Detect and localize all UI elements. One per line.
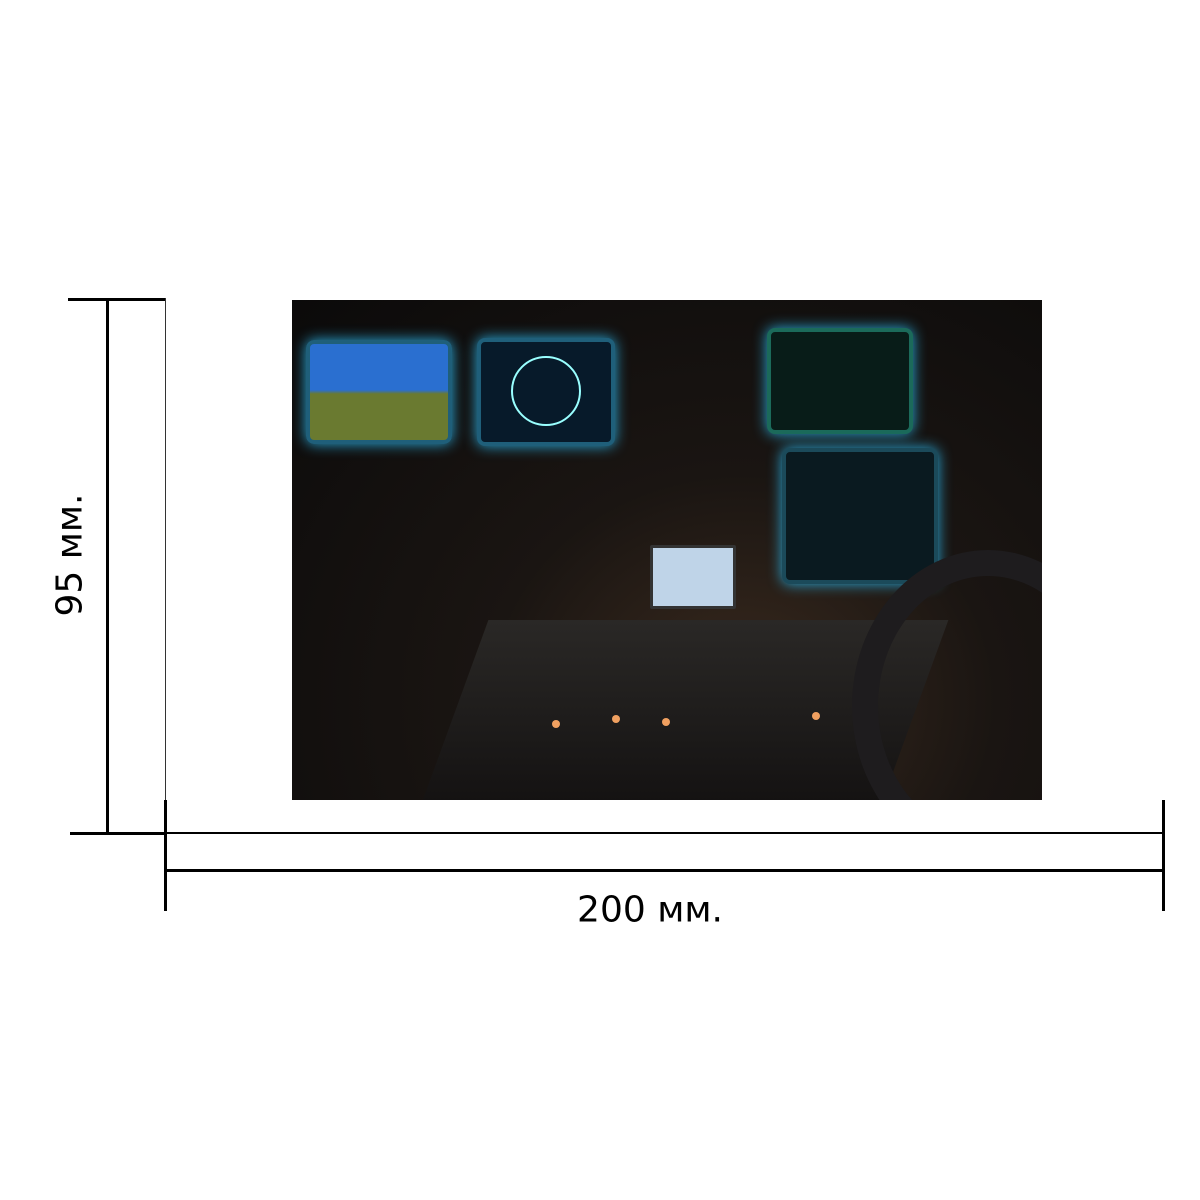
height-dimension-guide — [165, 298, 166, 800]
throttle-wheel — [852, 550, 1042, 800]
system-display — [782, 448, 938, 584]
panel-light — [812, 712, 820, 720]
width-dimension-guide — [166, 832, 1164, 834]
height-dimension-line — [106, 298, 109, 835]
width-dimension-left-tick — [164, 800, 167, 911]
height-dimension-top-tick — [68, 298, 166, 301]
width-dimension-line — [166, 869, 1164, 872]
width-dimension-right-tick — [1162, 800, 1165, 911]
product-photo — [292, 300, 1042, 800]
panel-light — [612, 715, 620, 723]
height-label: 95 мм. — [49, 493, 91, 617]
navigation-display — [477, 338, 615, 446]
panel-light — [662, 718, 670, 726]
panel-light — [552, 720, 560, 728]
width-label: 200 мм. — [577, 889, 723, 931]
primary-flight-display — [306, 340, 452, 444]
mcdu-screen — [650, 545, 736, 609]
engine-display — [767, 328, 913, 434]
height-dimension-bottom-tick — [70, 832, 166, 835]
